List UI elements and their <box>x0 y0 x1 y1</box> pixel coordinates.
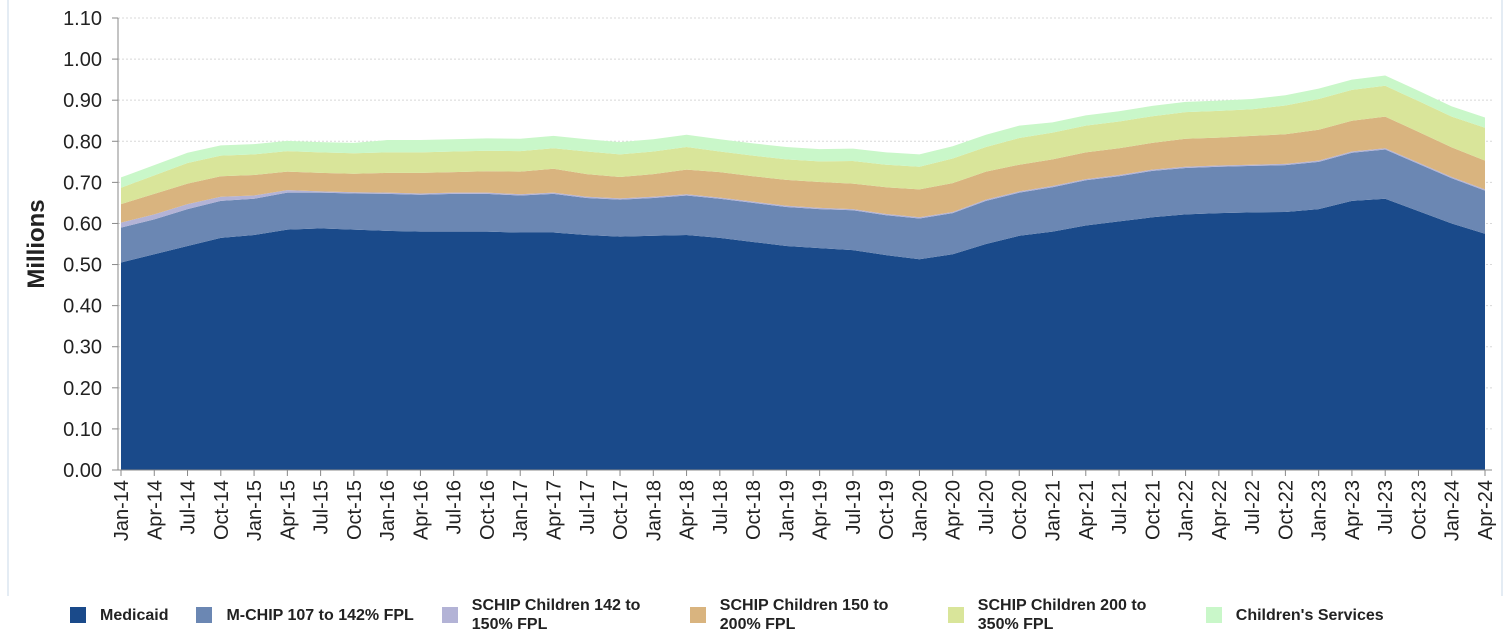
x-tick-label: Apr-21 <box>1076 480 1098 540</box>
x-tick-label: Apr-14 <box>144 480 166 540</box>
x-tick-label: Jul-15 <box>311 480 333 534</box>
legend-swatch <box>70 607 86 623</box>
y-tick-label: 1.10 <box>63 8 102 30</box>
legend-label: SCHIP Children 150 to 200% FPL <box>719 597 889 633</box>
x-tick-label: Jul-14 <box>178 480 200 534</box>
area <box>121 75 1485 188</box>
x-tick-label: Oct-15 <box>344 480 366 540</box>
x-tick-label: Apr-20 <box>943 480 965 540</box>
legend-item: Medicaid <box>70 606 168 625</box>
y-tick-label: 0.40 <box>63 296 102 318</box>
x-tick-label: Apr-22 <box>1209 480 1231 540</box>
legend-item: M-CHIP 107 to 142% FPL <box>196 606 414 625</box>
y-tick-label: 0.20 <box>63 378 102 400</box>
x-tick-label: Jan-18 <box>643 480 665 541</box>
legend-swatch <box>441 607 458 623</box>
x-tick-label: Jan-17 <box>510 480 532 541</box>
x-tick-label: Apr-17 <box>543 480 565 540</box>
area <box>121 85 1485 205</box>
x-tick-label: Oct-14 <box>211 480 233 540</box>
x-tick-label: Jan-23 <box>1309 480 1331 541</box>
x-tick-label: Jan-21 <box>1043 480 1065 541</box>
x-tick-label: Jul-20 <box>976 480 998 534</box>
legend-swatch <box>947 607 964 623</box>
legend-swatch <box>1205 607 1222 623</box>
x-tick-label: Apr-16 <box>410 480 432 540</box>
y-tick-label: 0.80 <box>63 131 102 153</box>
x-tick-label: Oct-18 <box>743 480 765 540</box>
legend-label: SCHIP Children 142 to 150% FPL <box>471 597 641 633</box>
x-tick-label: Oct-23 <box>1408 480 1430 540</box>
legend-item: SCHIP Children 150 to 200% FPL <box>689 596 920 634</box>
x-tick-label: Jan-22 <box>1176 480 1198 541</box>
x-tick-label: Jul-22 <box>1242 480 1264 534</box>
legend-label: Medicaid <box>100 606 169 624</box>
legend-item: Children's Services <box>1205 606 1384 625</box>
x-tick-label: Jan-19 <box>776 480 798 541</box>
legend: Medicaid M-CHIP 107 to 142% FPL SCHIP Chil… <box>70 596 1500 634</box>
legend-item: SCHIP Children 200 to 350% FPL <box>947 596 1178 634</box>
x-tick-label: Oct-20 <box>1009 480 1031 540</box>
x-tick-label: Jul-17 <box>577 480 599 534</box>
legend-swatch <box>689 607 706 623</box>
x-tick-label: Oct-16 <box>477 480 499 540</box>
y-tick-label: 0.50 <box>63 255 102 277</box>
legend-item: SCHIP Children 142 to 150% FPL <box>441 596 662 634</box>
chart: Millions 0.00 0.10 0.20 0.30 0.40 0.50 0.60 0.7… <box>7 0 1503 636</box>
y-axis-label: Millions <box>23 199 50 288</box>
area <box>121 149 1485 263</box>
legend-label: M-CHIP 107 to 142% FPL <box>226 606 414 624</box>
x-tick-label: Jul-23 <box>1375 480 1397 534</box>
x-tick-label: Apr-15 <box>277 480 299 540</box>
x-tick-label: Oct-21 <box>1142 480 1164 540</box>
x-tick-label: Jul-21 <box>1109 480 1131 534</box>
x-tick-label: Oct-22 <box>1275 480 1297 540</box>
legend-swatch <box>196 607 213 623</box>
y-tick-label: 0.60 <box>63 213 102 235</box>
y-tick-label: 0.70 <box>63 172 102 194</box>
x-tick-label: Apr-18 <box>677 480 699 540</box>
x-tick-label: Jan-15 <box>244 480 266 541</box>
y-tick-label: 0.10 <box>63 419 102 441</box>
x-tick-label: Jan-14 <box>111 480 133 541</box>
y-tick-label: 0.90 <box>63 90 102 112</box>
y-tick-label: 0.30 <box>63 337 102 359</box>
x-tick-label: Apr-24 <box>1475 480 1497 540</box>
legend-label: Children's Services <box>1235 606 1384 624</box>
y-tick-label: 1.00 <box>63 49 102 71</box>
x-tick-label: Oct-19 <box>876 480 898 540</box>
x-tick-label: Jan-16 <box>377 480 399 541</box>
x-tick-label: Jan-20 <box>909 480 931 541</box>
x-tick-label: Oct-17 <box>610 480 632 540</box>
x-tick-label: Jan-24 <box>1442 480 1464 541</box>
area <box>121 198 1485 471</box>
legend-label: SCHIP Children 200 to 350% FPL <box>977 597 1147 633</box>
x-tick-label: Jul-16 <box>444 480 466 534</box>
y-tick-label: 0.00 <box>63 460 102 482</box>
x-tick-label: Apr-23 <box>1342 480 1364 540</box>
x-tick-label: Jul-18 <box>710 480 732 534</box>
x-tick-label: Apr-19 <box>810 480 832 540</box>
x-tick-label: Jul-19 <box>843 480 865 534</box>
area <box>121 116 1485 223</box>
